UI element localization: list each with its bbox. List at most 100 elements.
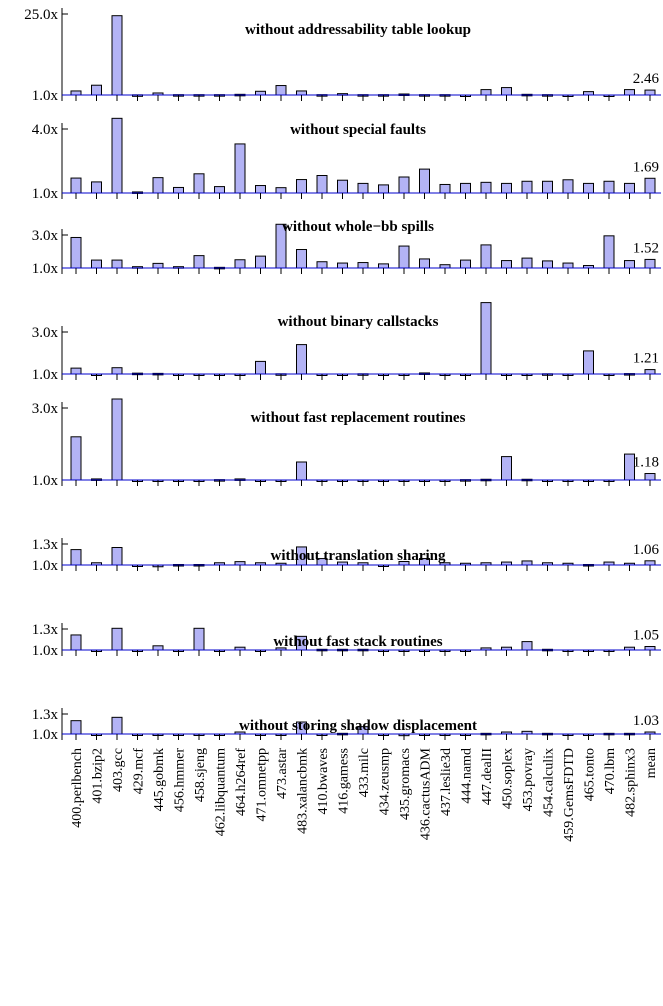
bar [152, 262, 164, 269]
bar [111, 259, 123, 269]
y-tick-label: 1.0x [32, 558, 59, 574]
panel-title: without binary callstacks [278, 314, 439, 330]
bar [439, 183, 451, 194]
x-category-label: 436.cactusADM [419, 747, 434, 840]
bar [419, 258, 430, 269]
bar [193, 627, 205, 651]
bar [70, 90, 82, 96]
panel-title: without fast replacement routines [251, 410, 466, 426]
x-category-label: 473.astar [275, 748, 290, 799]
bar [644, 473, 656, 481]
bar [70, 720, 82, 735]
panel-title: without translation sharing [270, 548, 446, 564]
bar [275, 85, 287, 96]
bar [378, 263, 389, 269]
y-tick-label: 1.0x [32, 186, 59, 202]
mean-value-label: 1.21 [633, 351, 659, 367]
bar [624, 89, 635, 96]
panel-title: without fast stack routines [273, 634, 442, 650]
bar [296, 249, 307, 269]
y-tick-label: 1.3x [32, 707, 59, 723]
bar [542, 260, 553, 269]
bar [583, 350, 594, 375]
bar [521, 641, 533, 651]
bar [644, 369, 656, 375]
bar [111, 627, 123, 651]
bar [480, 89, 492, 96]
bar [501, 456, 512, 481]
y-tick-label: 1.0x [32, 261, 59, 277]
bar [234, 561, 246, 566]
x-category-label: 462.libquantum [214, 748, 229, 836]
bar [542, 180, 553, 194]
bar [255, 185, 266, 194]
bar [337, 179, 348, 194]
bar [70, 177, 82, 194]
bar [91, 259, 102, 269]
bar [111, 15, 123, 96]
y-tick-label: 1.0x [32, 367, 59, 383]
x-category-label: 434.zeusmp [378, 748, 393, 815]
x-category-label: 454.calculix [542, 748, 557, 817]
bar [398, 245, 410, 269]
bar [316, 261, 328, 269]
x-category-label: 403.gcc [111, 748, 126, 792]
bar [193, 255, 205, 269]
bar [480, 181, 492, 194]
x-category-label: 429.mcf [132, 748, 147, 795]
bar [603, 235, 615, 269]
mean-value-label: 1.05 [633, 628, 659, 644]
x-category-label: 459.GemsFDTD [562, 748, 577, 842]
bar [460, 182, 471, 194]
bar [357, 262, 369, 269]
bar [583, 91, 594, 96]
y-tick-label: 3.0x [32, 228, 59, 244]
bar [460, 259, 471, 269]
x-category-label: 456.hmmer [173, 748, 188, 812]
y-tick-label: 1.3x [32, 622, 59, 638]
bar [111, 398, 123, 481]
x-category-label: 450.soplex [501, 748, 516, 809]
panel-title: without whole−bb spills [282, 219, 434, 235]
bar [583, 182, 594, 194]
y-tick-label: 3.0x [32, 325, 59, 341]
y-tick-label: 3.0x [32, 401, 59, 417]
bar [255, 360, 266, 375]
bar [521, 257, 533, 269]
bar [296, 90, 307, 96]
bar [91, 84, 102, 96]
mean-value-label: 1.69 [633, 159, 659, 175]
bar [70, 549, 82, 566]
x-category-label: 444.namd [460, 748, 475, 804]
bar [152, 645, 164, 651]
bar [152, 177, 164, 194]
x-category-label: 471.omnetpp [255, 748, 270, 822]
y-tick-label: 1.0x [32, 643, 59, 659]
bar [521, 180, 533, 194]
x-category-label: 458.sjeng [193, 748, 208, 802]
bar [378, 184, 389, 194]
bar [644, 89, 656, 96]
bar [70, 236, 82, 269]
bar [624, 182, 635, 194]
x-category-label: 400.perlbench [70, 748, 85, 828]
bar [193, 173, 205, 194]
bar [603, 180, 615, 194]
x-category-label: 465.tonto [583, 748, 598, 801]
x-category-label: 445.gobmk [152, 748, 167, 811]
bar [501, 260, 512, 269]
bar [644, 177, 656, 194]
x-category-label: 453.povray [521, 748, 536, 811]
bar [644, 258, 656, 269]
bar [316, 175, 328, 194]
bar [419, 168, 430, 194]
x-category-label: 470.lbm [603, 748, 618, 794]
bar [398, 176, 410, 194]
bar [255, 255, 266, 269]
x-category-label: 482.sphinx3 [624, 748, 639, 817]
mean-value-label: 1.06 [633, 542, 660, 558]
bar [521, 560, 533, 566]
bar [480, 244, 492, 269]
